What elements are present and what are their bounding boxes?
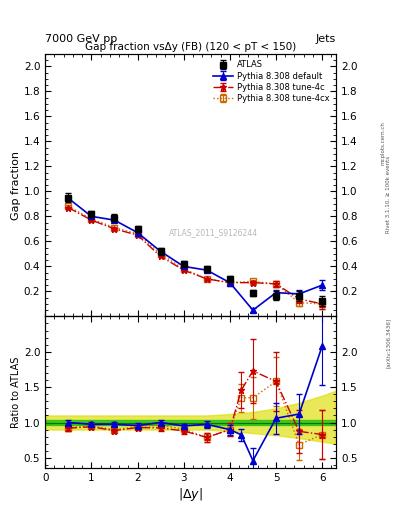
- Text: [arXiv:1306.3436]: [arXiv:1306.3436]: [386, 318, 391, 368]
- Text: ATLAS_2011_S9126244: ATLAS_2011_S9126244: [169, 228, 258, 237]
- Y-axis label: Gap fraction: Gap fraction: [11, 151, 21, 220]
- Y-axis label: Ratio to ATLAS: Ratio to ATLAS: [11, 357, 21, 428]
- Title: Gap fraction vsΔy (FB) (120 < pT < 150): Gap fraction vsΔy (FB) (120 < pT < 150): [85, 41, 296, 52]
- Text: Jets: Jets: [316, 33, 336, 44]
- X-axis label: $|\Delta y|$: $|\Delta y|$: [178, 486, 203, 503]
- Text: 7000 GeV pp: 7000 GeV pp: [45, 33, 118, 44]
- Legend: ATLAS, Pythia 8.308 default, Pythia 8.308 tune-4c, Pythia 8.308 tune-4cx: ATLAS, Pythia 8.308 default, Pythia 8.30…: [210, 58, 332, 105]
- Text: Rivet 3.1.10, ≥ 100k events: Rivet 3.1.10, ≥ 100k events: [386, 156, 391, 233]
- Text: mcplots.cern.ch: mcplots.cern.ch: [381, 121, 386, 165]
